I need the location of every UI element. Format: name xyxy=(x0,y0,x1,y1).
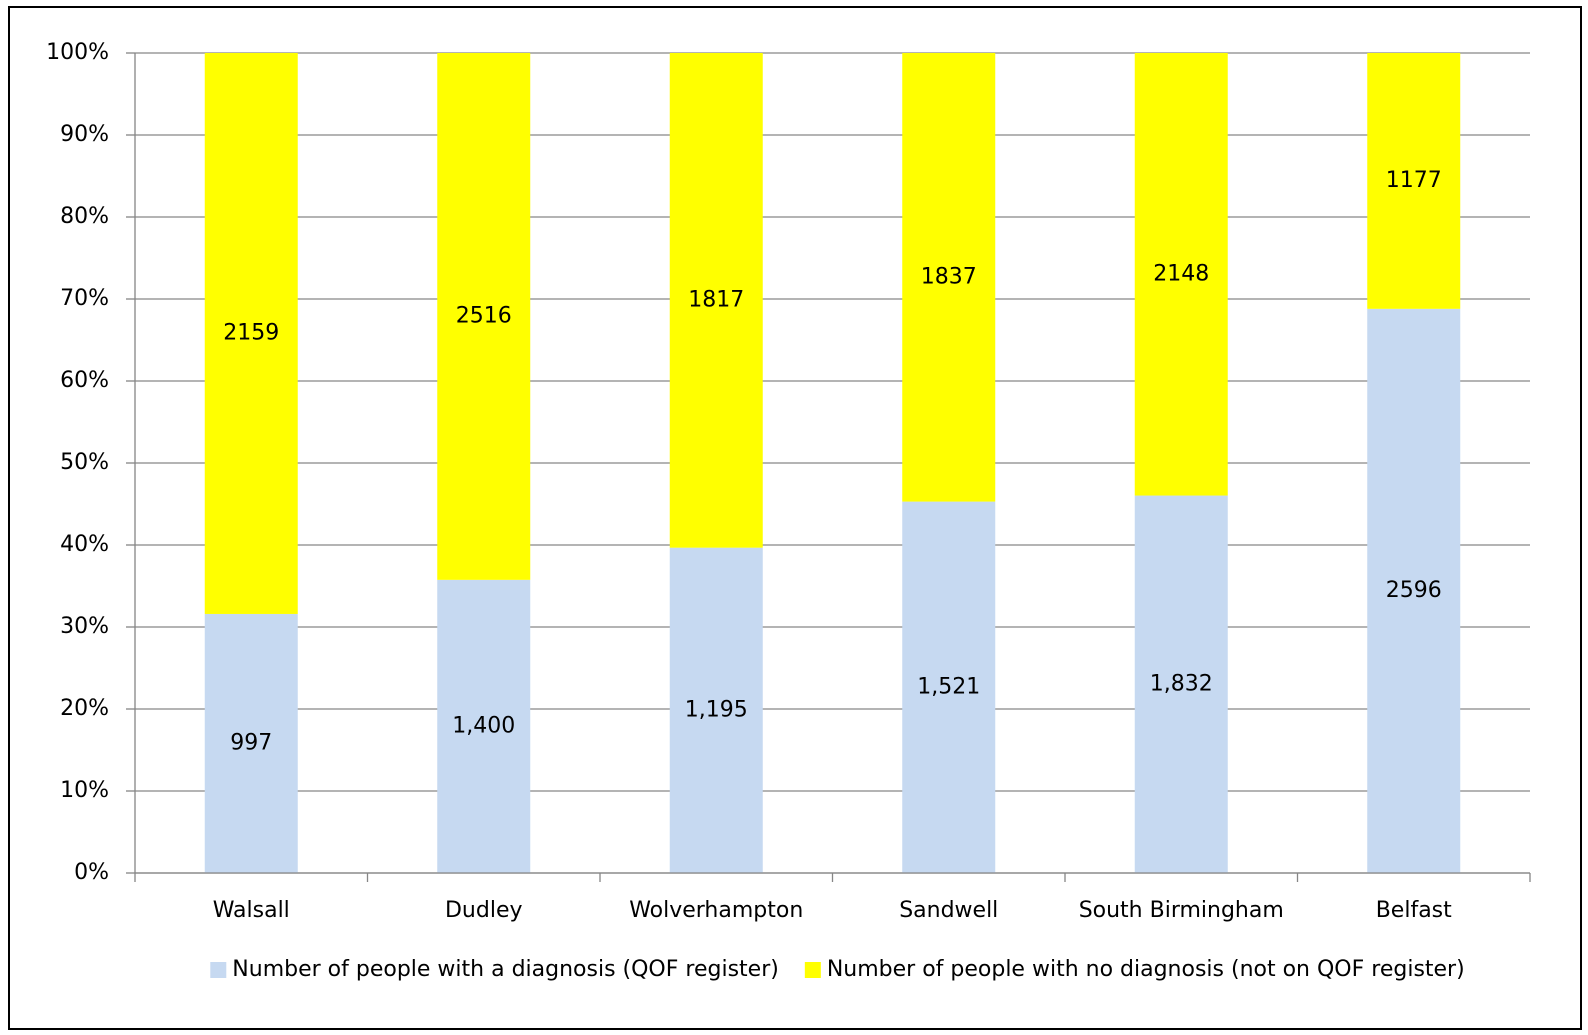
legend-label: Number of people with a diagnosis (QOF r… xyxy=(232,957,779,982)
x-tick-label: Walsall xyxy=(213,898,290,923)
x-tick-label: Dudley xyxy=(445,898,523,923)
y-tick-label: 80% xyxy=(60,204,109,229)
data-label: 1837 xyxy=(921,264,977,289)
bar-segment xyxy=(437,53,531,580)
bar-segment xyxy=(1134,53,1228,496)
y-tick-label: 70% xyxy=(60,286,109,311)
x-tick-label: Belfast xyxy=(1376,898,1452,923)
bar-segment xyxy=(1367,53,1461,309)
data-label: 2516 xyxy=(456,303,512,328)
x-tick-label: Wolverhampton xyxy=(629,898,803,923)
x-tick-label: South Birmingham xyxy=(1079,898,1284,923)
data-label: 1177 xyxy=(1386,168,1442,193)
bar-segment xyxy=(669,53,763,548)
y-tick-label: 50% xyxy=(60,450,109,475)
legend-swatch xyxy=(210,962,227,978)
data-label: 2596 xyxy=(1386,578,1442,603)
bar-segment xyxy=(902,53,996,502)
legend-swatch xyxy=(804,962,821,978)
data-label: 997 xyxy=(230,730,272,755)
bar-segment xyxy=(669,547,763,873)
bar-segment xyxy=(204,613,298,873)
data-label: 1,195 xyxy=(685,697,748,722)
data-label: 1,521 xyxy=(917,674,980,699)
bar-segment xyxy=(204,53,298,614)
bar-segment xyxy=(902,501,996,873)
y-tick-label: 0% xyxy=(74,860,109,885)
data-label: 2148 xyxy=(1153,261,1209,286)
bar-segment xyxy=(437,579,531,873)
data-label: 1,832 xyxy=(1150,671,1213,696)
legend-label: Number of people with no diagnosis (not … xyxy=(827,957,1465,982)
bar-segment xyxy=(1367,308,1461,873)
x-tick-label: Sandwell xyxy=(899,898,998,923)
y-tick-label: 100% xyxy=(46,40,109,65)
y-tick-label: 20% xyxy=(60,696,109,721)
data-label: 2159 xyxy=(223,320,279,345)
y-tick-label: 10% xyxy=(60,778,109,803)
y-tick-label: 90% xyxy=(60,122,109,147)
y-tick-label: 40% xyxy=(60,532,109,557)
bar-segment xyxy=(1134,495,1228,873)
y-tick-label: 30% xyxy=(60,614,109,639)
y-tick-label: 60% xyxy=(60,368,109,393)
data-label: 1,400 xyxy=(452,713,515,738)
data-label: 1817 xyxy=(688,287,744,312)
